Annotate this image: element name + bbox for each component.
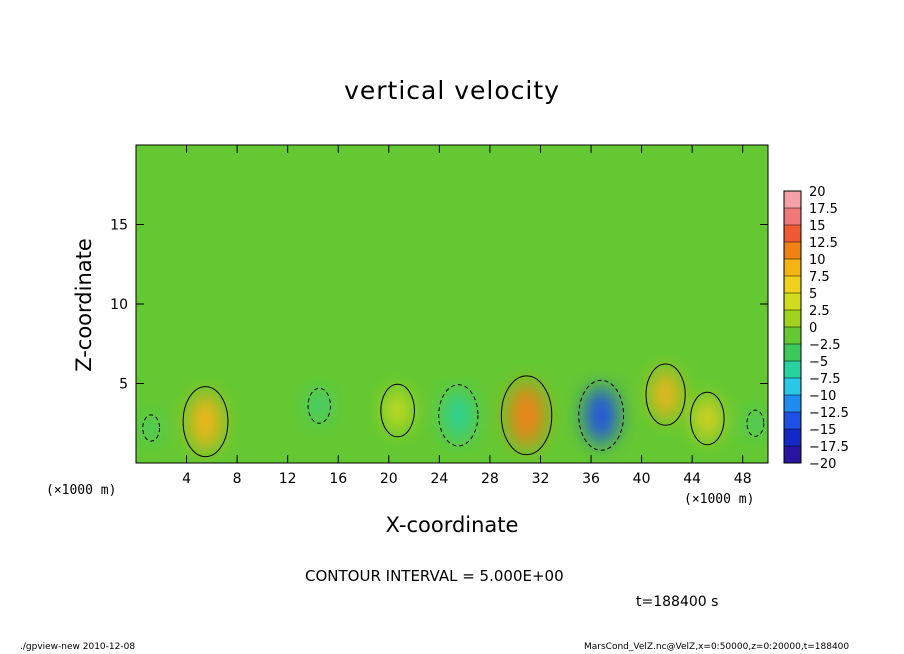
colorbar-swatch-1: [784, 208, 801, 225]
field-cell-2: [311, 391, 328, 420]
plot-area: [136, 145, 768, 463]
x-unit-label-left: (×1000 m): [46, 483, 117, 498]
colorbar-label-0: 20: [809, 185, 826, 200]
colorbar-label-12: −10: [809, 389, 836, 404]
footer-data-source: MarsCond_VelZ.nc@VelZ,x=0:50000,z=0:2000…: [584, 642, 850, 652]
field-cell-3: [385, 389, 410, 432]
colorbar-swatch-7: [784, 310, 801, 327]
contour-line-6: [578, 379, 625, 451]
colorbar-label-3: 12.5: [809, 236, 838, 251]
field-cell-7: [651, 370, 680, 420]
colorbar-swatch-12: [784, 395, 801, 412]
colorbar-label-13: −12.5: [809, 406, 849, 421]
colorbar-label-8: 0: [809, 321, 817, 336]
field-cell-0: [145, 417, 158, 439]
x-tick-label-10: 44: [683, 471, 701, 487]
field-cell-4: [444, 390, 473, 440]
footer-program-date: ./gpview-new 2010-12-08: [20, 642, 136, 652]
field-cell-9: [749, 412, 762, 434]
x-tick-label-1: 8: [233, 471, 242, 487]
colorbar-label-4: 10: [809, 253, 826, 268]
colorbar: 20 17.5 15 12.5 10 7.5 5 2.5 0 −2.5 −5 −7.5 −10 −12.5…: [783, 185, 849, 472]
colorbar-swatch-10: [784, 361, 801, 378]
contour-line-2: [307, 387, 331, 424]
colorbar-swatch-3: [784, 242, 801, 259]
x-tick-label-0: 4: [182, 471, 191, 487]
colorbar-swatch-15: [784, 446, 801, 463]
colorbar-label-1: 17.5: [809, 202, 838, 217]
y-tick-label-2: 15: [110, 218, 128, 234]
field-cell-8: [695, 397, 720, 440]
colorbar-swatch-9: [784, 344, 801, 361]
x-tick-label-11: 48: [734, 471, 752, 487]
x-tick-label-8: 36: [582, 471, 600, 487]
colorbar-swatch-8: [784, 327, 801, 344]
colorbar-label-9: −2.5: [809, 338, 841, 353]
colorbar-swatch-2: [784, 225, 801, 242]
colorbar-swatch-5: [784, 276, 801, 293]
field-cell-6: [585, 387, 618, 444]
colorbar-swatch-11: [784, 378, 801, 395]
x-tick-label-6: 28: [481, 471, 499, 487]
contour-line-0: [142, 414, 161, 442]
x-tick-label-3: 16: [329, 471, 347, 487]
x-tick-label-7: 32: [532, 471, 550, 487]
contour-interval-note: CONTOUR INTERVAL = 5.000E+00: [305, 567, 564, 585]
colorbar-label-7: 2.5: [809, 304, 830, 319]
y-tick-label-0: 5: [119, 377, 128, 393]
colorbar-label-10: −5: [809, 355, 828, 370]
x-tick-label-5: 24: [430, 471, 448, 487]
colorbar-swatch-13: [784, 412, 801, 429]
chart-title: vertical velocity: [344, 76, 560, 105]
field-cell-1: [189, 393, 222, 450]
x-tick-label-2: 12: [279, 471, 297, 487]
contour-line-7: [645, 363, 686, 426]
x-unit-label-right: (×1000 m): [684, 492, 755, 507]
colorbar-swatch-6: [784, 293, 801, 310]
colorbar-swatch-0: [784, 191, 801, 208]
time-stamp: t=188400 s: [636, 594, 719, 610]
x-tick-label-4: 20: [380, 471, 398, 487]
y-tick-label-1: 10: [110, 297, 128, 313]
x-tick-label-9: 40: [633, 471, 651, 487]
x-axis-label: X-coordinate: [385, 513, 519, 537]
colorbar-label-5: 7.5: [809, 270, 830, 285]
colorbar-label-11: −7.5: [809, 372, 841, 387]
contour-line-1: [182, 386, 229, 458]
field-cell-5: [508, 383, 545, 447]
colorbar-swatch-14: [784, 429, 801, 446]
contour-line-5: [500, 375, 553, 456]
contour-line-4: [438, 384, 479, 447]
colorbar-label-2: 15: [809, 219, 826, 234]
colorbar-label-6: 5: [809, 287, 817, 302]
colorbar-label-15: −17.5: [809, 440, 849, 455]
colorbar-label-14: −15: [809, 423, 836, 438]
contour-line-8: [690, 391, 725, 446]
colorbar-swatch-4: [784, 259, 801, 276]
colorbar-label-16: −20: [809, 457, 836, 472]
contour-line-3: [380, 383, 415, 438]
contour-line-9: [746, 409, 765, 437]
